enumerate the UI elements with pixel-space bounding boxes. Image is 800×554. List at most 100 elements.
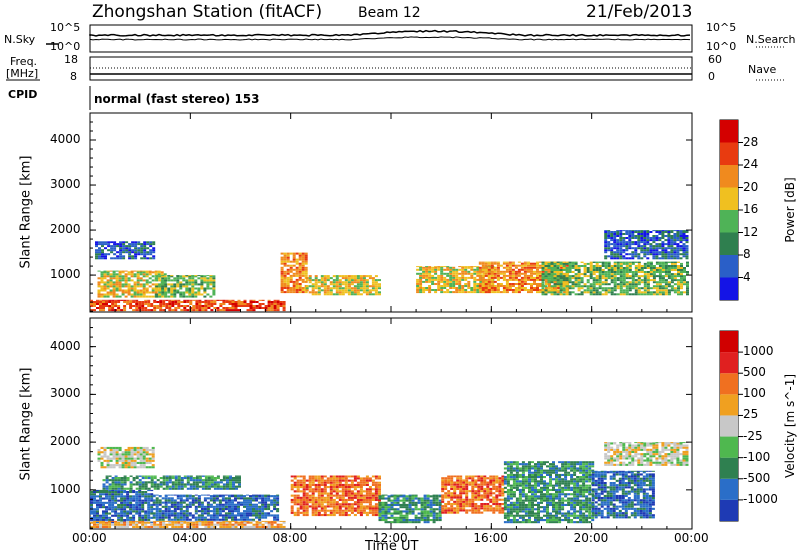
echo-cell [527, 270, 530, 273]
echo-cell [664, 267, 668, 269]
echo-cell [228, 495, 231, 498]
echo-cell [685, 251, 689, 254]
echo-cell [131, 243, 135, 246]
echo-cell [616, 247, 620, 250]
echo-cell [283, 291, 287, 294]
echo-cell [139, 283, 143, 286]
echo-cell [458, 280, 462, 283]
echo-cell [264, 525, 268, 528]
echo-cell [634, 293, 638, 296]
echo-cell [128, 257, 132, 260]
echo-cell [114, 301, 118, 303]
echo-cell [592, 289, 596, 292]
echo-cell [402, 510, 406, 513]
echo-cell [298, 289, 302, 291]
echo-cell [98, 243, 101, 246]
echo-cell [598, 291, 602, 294]
echo-cell [98, 255, 101, 258]
echo-cell [197, 503, 201, 506]
echo-cell [408, 510, 412, 513]
echo-cell [419, 268, 423, 271]
echo-cell [359, 514, 363, 517]
echo-cell [141, 485, 145, 488]
echo-cell [138, 485, 142, 488]
echo-cell [419, 276, 423, 279]
echo-cell [103, 275, 107, 278]
echo-cell [165, 487, 169, 490]
echo-cell [374, 279, 378, 282]
echo-cell [111, 299, 115, 301]
echo-cell [553, 291, 557, 294]
echo-cell [120, 501, 124, 504]
echo-cell [130, 285, 134, 288]
echo-cell [123, 501, 127, 504]
echo-cell [210, 299, 214, 301]
echo-cell [286, 252, 290, 255]
echo-cell [438, 506, 442, 509]
echo-cell [141, 516, 145, 519]
echo-cell [565, 269, 569, 271]
echo-cell [261, 307, 265, 309]
echo-cell [607, 262, 611, 265]
echo-cell [680, 269, 683, 271]
echo-cell [234, 305, 238, 307]
echo-cell [329, 494, 333, 497]
echo-cell [335, 511, 339, 514]
echo-cell [148, 291, 152, 294]
echo-cell [143, 241, 147, 244]
echo-cell [174, 485, 178, 488]
echo-cell [502, 262, 506, 265]
echo-cell [154, 271, 158, 274]
echo-cell [192, 483, 196, 486]
echo-cell [210, 309, 214, 312]
echo-cell [631, 253, 635, 256]
echo-cell [105, 501, 108, 504]
echo-cell [441, 481, 445, 484]
echo-cell [417, 497, 421, 500]
echo-cell [458, 278, 462, 281]
echo-cell [212, 285, 216, 288]
echo-cell [416, 287, 420, 289]
echo-cell [428, 274, 432, 277]
echo-cell [283, 270, 287, 273]
echo-cell [246, 505, 249, 508]
echo-cell [464, 270, 468, 273]
echo-cell [533, 262, 536, 265]
echo-cell [625, 262, 629, 265]
echo-cell [344, 486, 348, 489]
echo-cell [335, 281, 339, 284]
echo-cell [420, 501, 424, 504]
echo-cell [646, 285, 650, 288]
echo-cell [604, 281, 608, 284]
echo-cell [185, 512, 189, 515]
echo-cell [440, 270, 444, 273]
echo-cell [140, 253, 144, 256]
echo-cell [393, 508, 397, 511]
echo-cell [142, 270, 146, 272]
echo-cell [680, 291, 683, 294]
echo-cell [252, 503, 255, 506]
echo-cell [622, 281, 626, 284]
echo-cell [667, 283, 671, 286]
echo-cell [114, 501, 118, 504]
echo-cell [565, 291, 569, 294]
echo-cell [353, 275, 357, 278]
echo-cell [356, 293, 360, 296]
echo-cell [473, 289, 477, 291]
echo-cell [255, 523, 259, 526]
echo-cell [643, 287, 647, 290]
echo-cell [455, 268, 459, 271]
echo-cell [180, 525, 184, 528]
echo-cell [396, 499, 400, 502]
echo-cell [152, 247, 156, 250]
echo-cell [416, 278, 420, 281]
echo-cell [607, 230, 611, 232]
echo-cell [289, 268, 293, 271]
echo-cell [634, 231, 638, 233]
echo-cell [646, 261, 650, 263]
echo-cell [290, 488, 294, 491]
echo-cell [473, 272, 477, 275]
echo-cell [179, 285, 183, 288]
echo-cell [105, 303, 108, 305]
echo-cell [628, 277, 632, 280]
